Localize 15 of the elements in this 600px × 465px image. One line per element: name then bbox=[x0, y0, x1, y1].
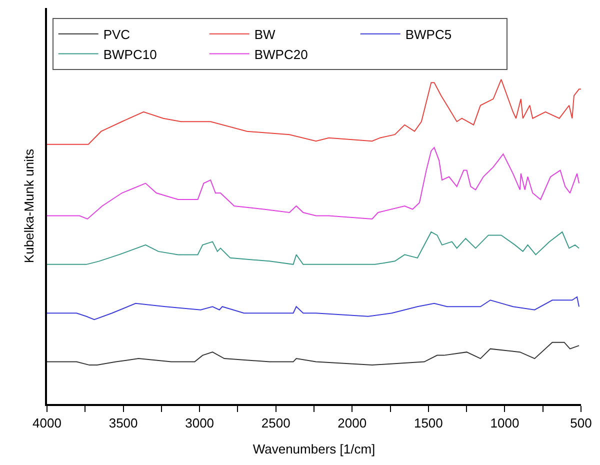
legend-label: PVC bbox=[103, 26, 130, 42]
x-tick-label: 500 bbox=[570, 415, 592, 430]
legend-label: BWPC5 bbox=[405, 26, 452, 42]
legend-label: BWPC20 bbox=[254, 46, 308, 62]
x-tick-label: 3000 bbox=[185, 415, 214, 430]
legend-label: BWPC10 bbox=[103, 46, 157, 62]
legend-label: BW bbox=[254, 26, 276, 42]
x-tick-label: 2500 bbox=[261, 415, 290, 430]
x-axis-title: Wavenumbers [1/cm] bbox=[252, 441, 376, 456]
x-tick-label: 2000 bbox=[338, 415, 367, 430]
y-axis-title: Kubelka-Munk units bbox=[22, 148, 37, 264]
x-tick-label: 1000 bbox=[490, 415, 520, 430]
x-tick-label: 1500 bbox=[414, 415, 443, 430]
x-tick-label: 3500 bbox=[108, 415, 138, 430]
x-tick-label: 4000 bbox=[32, 415, 62, 430]
